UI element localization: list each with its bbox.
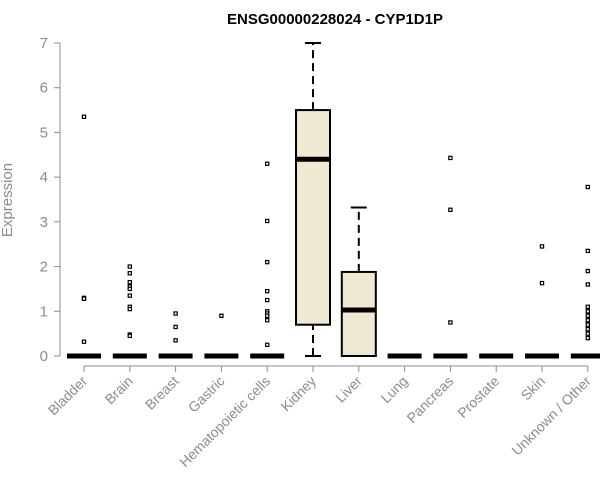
outlier-point: [173, 338, 178, 343]
x-tick-label: Hematopoietic cells: [176, 373, 273, 470]
y-tick-label: 1: [40, 303, 48, 320]
outlier-point: [265, 259, 270, 265]
outlier-point: [265, 318, 270, 323]
x-tick-label: Skin: [518, 373, 549, 404]
outlier-point: [173, 311, 178, 316]
y-tick-label: 5: [40, 124, 48, 141]
box-group: [525, 244, 559, 359]
x-tick-label: Gastric: [185, 373, 228, 416]
box-group: [158, 311, 193, 359]
boxes: [67, 42, 600, 359]
box-group: [67, 114, 101, 359]
chart-title: ENSG00000228024 - CYP1D1P: [227, 11, 443, 28]
outlier-point: [585, 313, 591, 318]
outlier-point: [265, 161, 270, 166]
outlier-point: [173, 324, 178, 330]
outlier-point: [585, 184, 591, 190]
outlier-point: [265, 313, 270, 318]
outlier-point: [219, 313, 224, 318]
outlier-point: [81, 296, 87, 301]
box-group: [433, 155, 468, 359]
outlier-point: [585, 282, 591, 287]
y-tick-label: 6: [40, 80, 48, 97]
outlier-point: [585, 304, 591, 310]
x-tick-label: Pancreas: [403, 373, 456, 426]
outlier-point: [81, 114, 87, 119]
x-tick-label: Kidney: [278, 373, 320, 415]
y-tick-label: 4: [40, 169, 48, 186]
y-axis: 0 1 2 3 4 5 6 7: [40, 35, 61, 365]
outlier-point: [127, 264, 132, 269]
outlier-point: [81, 339, 87, 344]
x-tick-label: Prostate: [454, 373, 502, 421]
box-group: [112, 264, 147, 359]
box-group: [250, 161, 285, 359]
box-rect: [340, 270, 377, 357]
y-tick-label: 2: [40, 259, 48, 276]
outlier-point: [448, 155, 453, 161]
y-tick-label: 0: [40, 348, 48, 365]
outlier-point: [448, 207, 453, 212]
x-tick-label: Brain: [101, 373, 135, 407]
y-tick-label: 3: [40, 214, 48, 231]
outlier-point: [127, 293, 132, 298]
outlier-point: [585, 335, 591, 341]
outlier-point: [265, 218, 270, 224]
outlier-point: [585, 309, 591, 314]
box-group: [570, 184, 600, 359]
x-tick-label: Lung: [377, 373, 410, 406]
outlier-point: [539, 244, 545, 249]
x-tick-label: Unknown / Other: [508, 373, 594, 459]
x-tick-label: Breast: [142, 373, 182, 413]
outlier-point: [585, 318, 591, 323]
outlier-point: [265, 297, 270, 303]
outlier-point: [127, 271, 132, 276]
outlier-point: [265, 342, 270, 348]
y-tick-label: 7: [40, 35, 48, 52]
outlier-point: [127, 280, 132, 285]
outlier-point: [585, 326, 591, 332]
outlier-point: [585, 331, 591, 336]
outlier-point: [265, 288, 270, 294]
box-rect: [295, 109, 331, 326]
outlier-point: [585, 248, 591, 254]
x-tick-label: Liver: [332, 373, 365, 406]
outlier-point: [539, 280, 545, 286]
y-axis-label: Expression: [0, 163, 16, 237]
box-group: [295, 42, 331, 357]
outlier-point: [127, 333, 132, 339]
box-group: [340, 206, 377, 357]
outlier-point: [127, 306, 132, 312]
outlier-point: [448, 320, 453, 325]
outlier-point: [585, 322, 591, 327]
outlier-point: [127, 286, 132, 292]
box-group: [204, 313, 239, 359]
outlier-point: [585, 268, 591, 274]
x-tick-label: Bladder: [45, 373, 91, 419]
